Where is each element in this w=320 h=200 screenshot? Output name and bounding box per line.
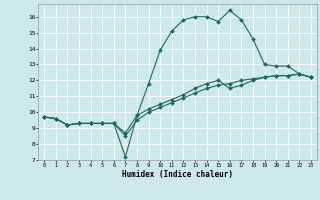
X-axis label: Humidex (Indice chaleur): Humidex (Indice chaleur) [122, 170, 233, 179]
